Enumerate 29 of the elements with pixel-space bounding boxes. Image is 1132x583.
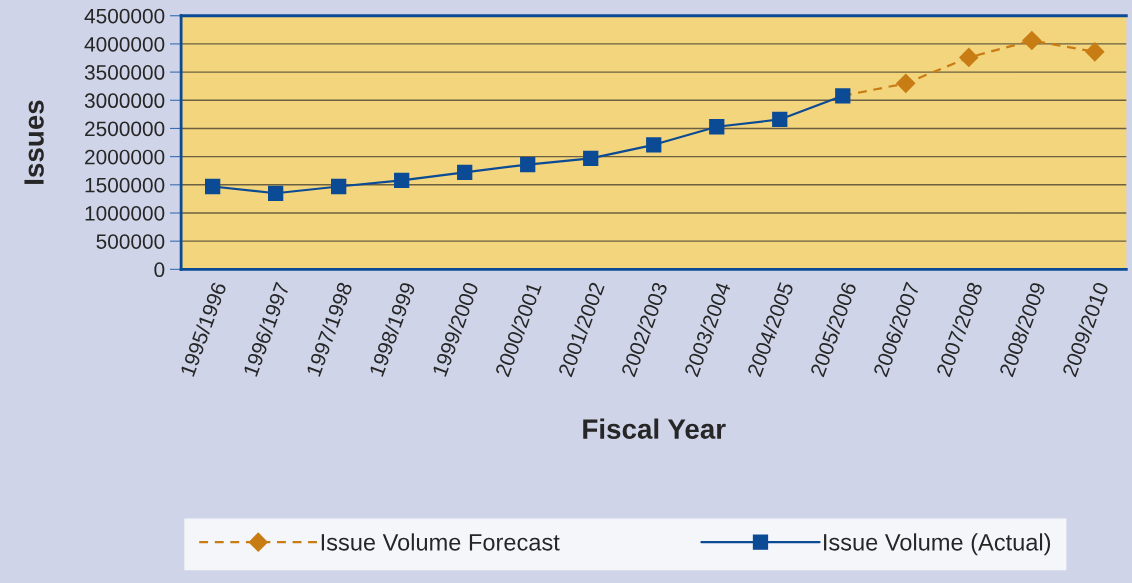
point	[895, 73, 916, 94]
point	[520, 156, 536, 173]
y-tick-label: 3000000	[84, 93, 165, 109]
legend-label: Issue Volume (Actual)	[824, 533, 1051, 556]
point	[394, 172, 410, 188]
y-tick-label: 1000000	[85, 205, 165, 221]
y-tick-label: 4500000	[84, 8, 165, 24]
y-tick-label: 2500000	[85, 121, 165, 137]
point	[772, 111, 788, 128]
point	[583, 150, 599, 166]
y-tick-label: 0	[154, 262, 165, 278]
point	[1022, 30, 1042, 51]
y-tick-label: 4000000	[84, 36, 165, 52]
y-tick-label: 1500000	[85, 177, 165, 193]
x-axis-title: Fiscal Year	[583, 418, 726, 439]
point	[331, 178, 347, 195]
y-axis-title: Issues	[24, 100, 44, 184]
point	[646, 137, 662, 153]
y-tick-label: 2000000	[85, 149, 165, 165]
point	[835, 88, 851, 104]
point	[1085, 41, 1105, 62]
y-tick-label: 500000	[96, 234, 165, 249]
point	[457, 164, 473, 181]
point	[204, 178, 221, 195]
point	[268, 185, 284, 201]
point	[709, 119, 725, 135]
point	[958, 47, 979, 68]
legend-label: Issue Volume Forecast	[321, 533, 560, 551]
y-tick-label: 3500000	[84, 65, 165, 80]
